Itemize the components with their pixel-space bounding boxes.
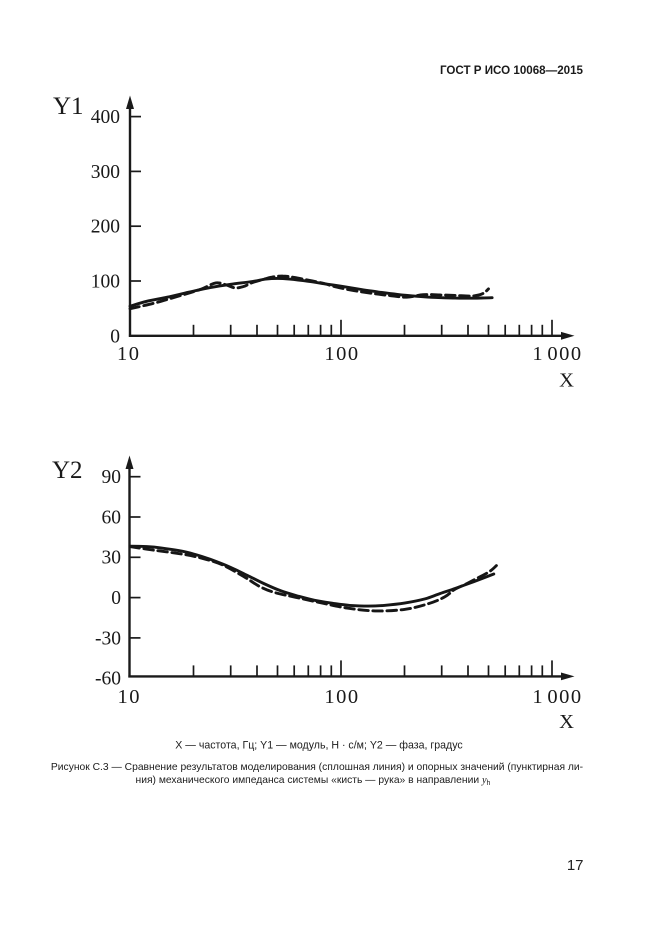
svg-text:Рисунок С.3 — Сравнение резуль: Рисунок С.3 — Сравнение результатов моде… bbox=[51, 762, 583, 773]
svg-text:Y1: Y1 bbox=[53, 93, 84, 120]
svg-text:1 000: 1 000 bbox=[532, 343, 582, 365]
svg-text:30: 30 bbox=[102, 548, 122, 569]
svg-text:0: 0 bbox=[110, 327, 120, 348]
svg-text:300: 300 bbox=[91, 162, 120, 183]
svg-text:1 000: 1 000 bbox=[532, 686, 582, 708]
svg-text:X — частота, Гц; Y1 — модуль,: X — частота, Гц; Y1 — модуль, Н · с/м; Y… bbox=[175, 740, 463, 752]
svg-text:60: 60 bbox=[102, 507, 122, 528]
svg-text:ния) механического импеданса с: ния) механического импеданса системы «ки… bbox=[136, 775, 491, 787]
svg-text:-30: -30 bbox=[95, 628, 121, 649]
svg-text:400: 400 bbox=[91, 107, 120, 128]
svg-text:X: X bbox=[559, 370, 574, 392]
svg-text:10: 10 bbox=[117, 343, 141, 365]
svg-text:100: 100 bbox=[324, 343, 359, 365]
svg-text:100: 100 bbox=[324, 686, 359, 708]
svg-text:ГОСТ Р ИСО 10068—2015: ГОСТ Р ИСО 10068—2015 bbox=[440, 64, 584, 77]
svg-text:0: 0 bbox=[111, 588, 121, 609]
svg-text:X: X bbox=[559, 711, 574, 733]
svg-text:200: 200 bbox=[91, 217, 120, 238]
svg-text:Y2: Y2 bbox=[52, 457, 83, 484]
svg-text:10: 10 bbox=[117, 686, 141, 708]
svg-text:17: 17 bbox=[567, 857, 584, 874]
svg-text:100: 100 bbox=[91, 271, 120, 292]
svg-text:-60: -60 bbox=[95, 668, 121, 689]
svg-text:90: 90 bbox=[102, 467, 122, 488]
